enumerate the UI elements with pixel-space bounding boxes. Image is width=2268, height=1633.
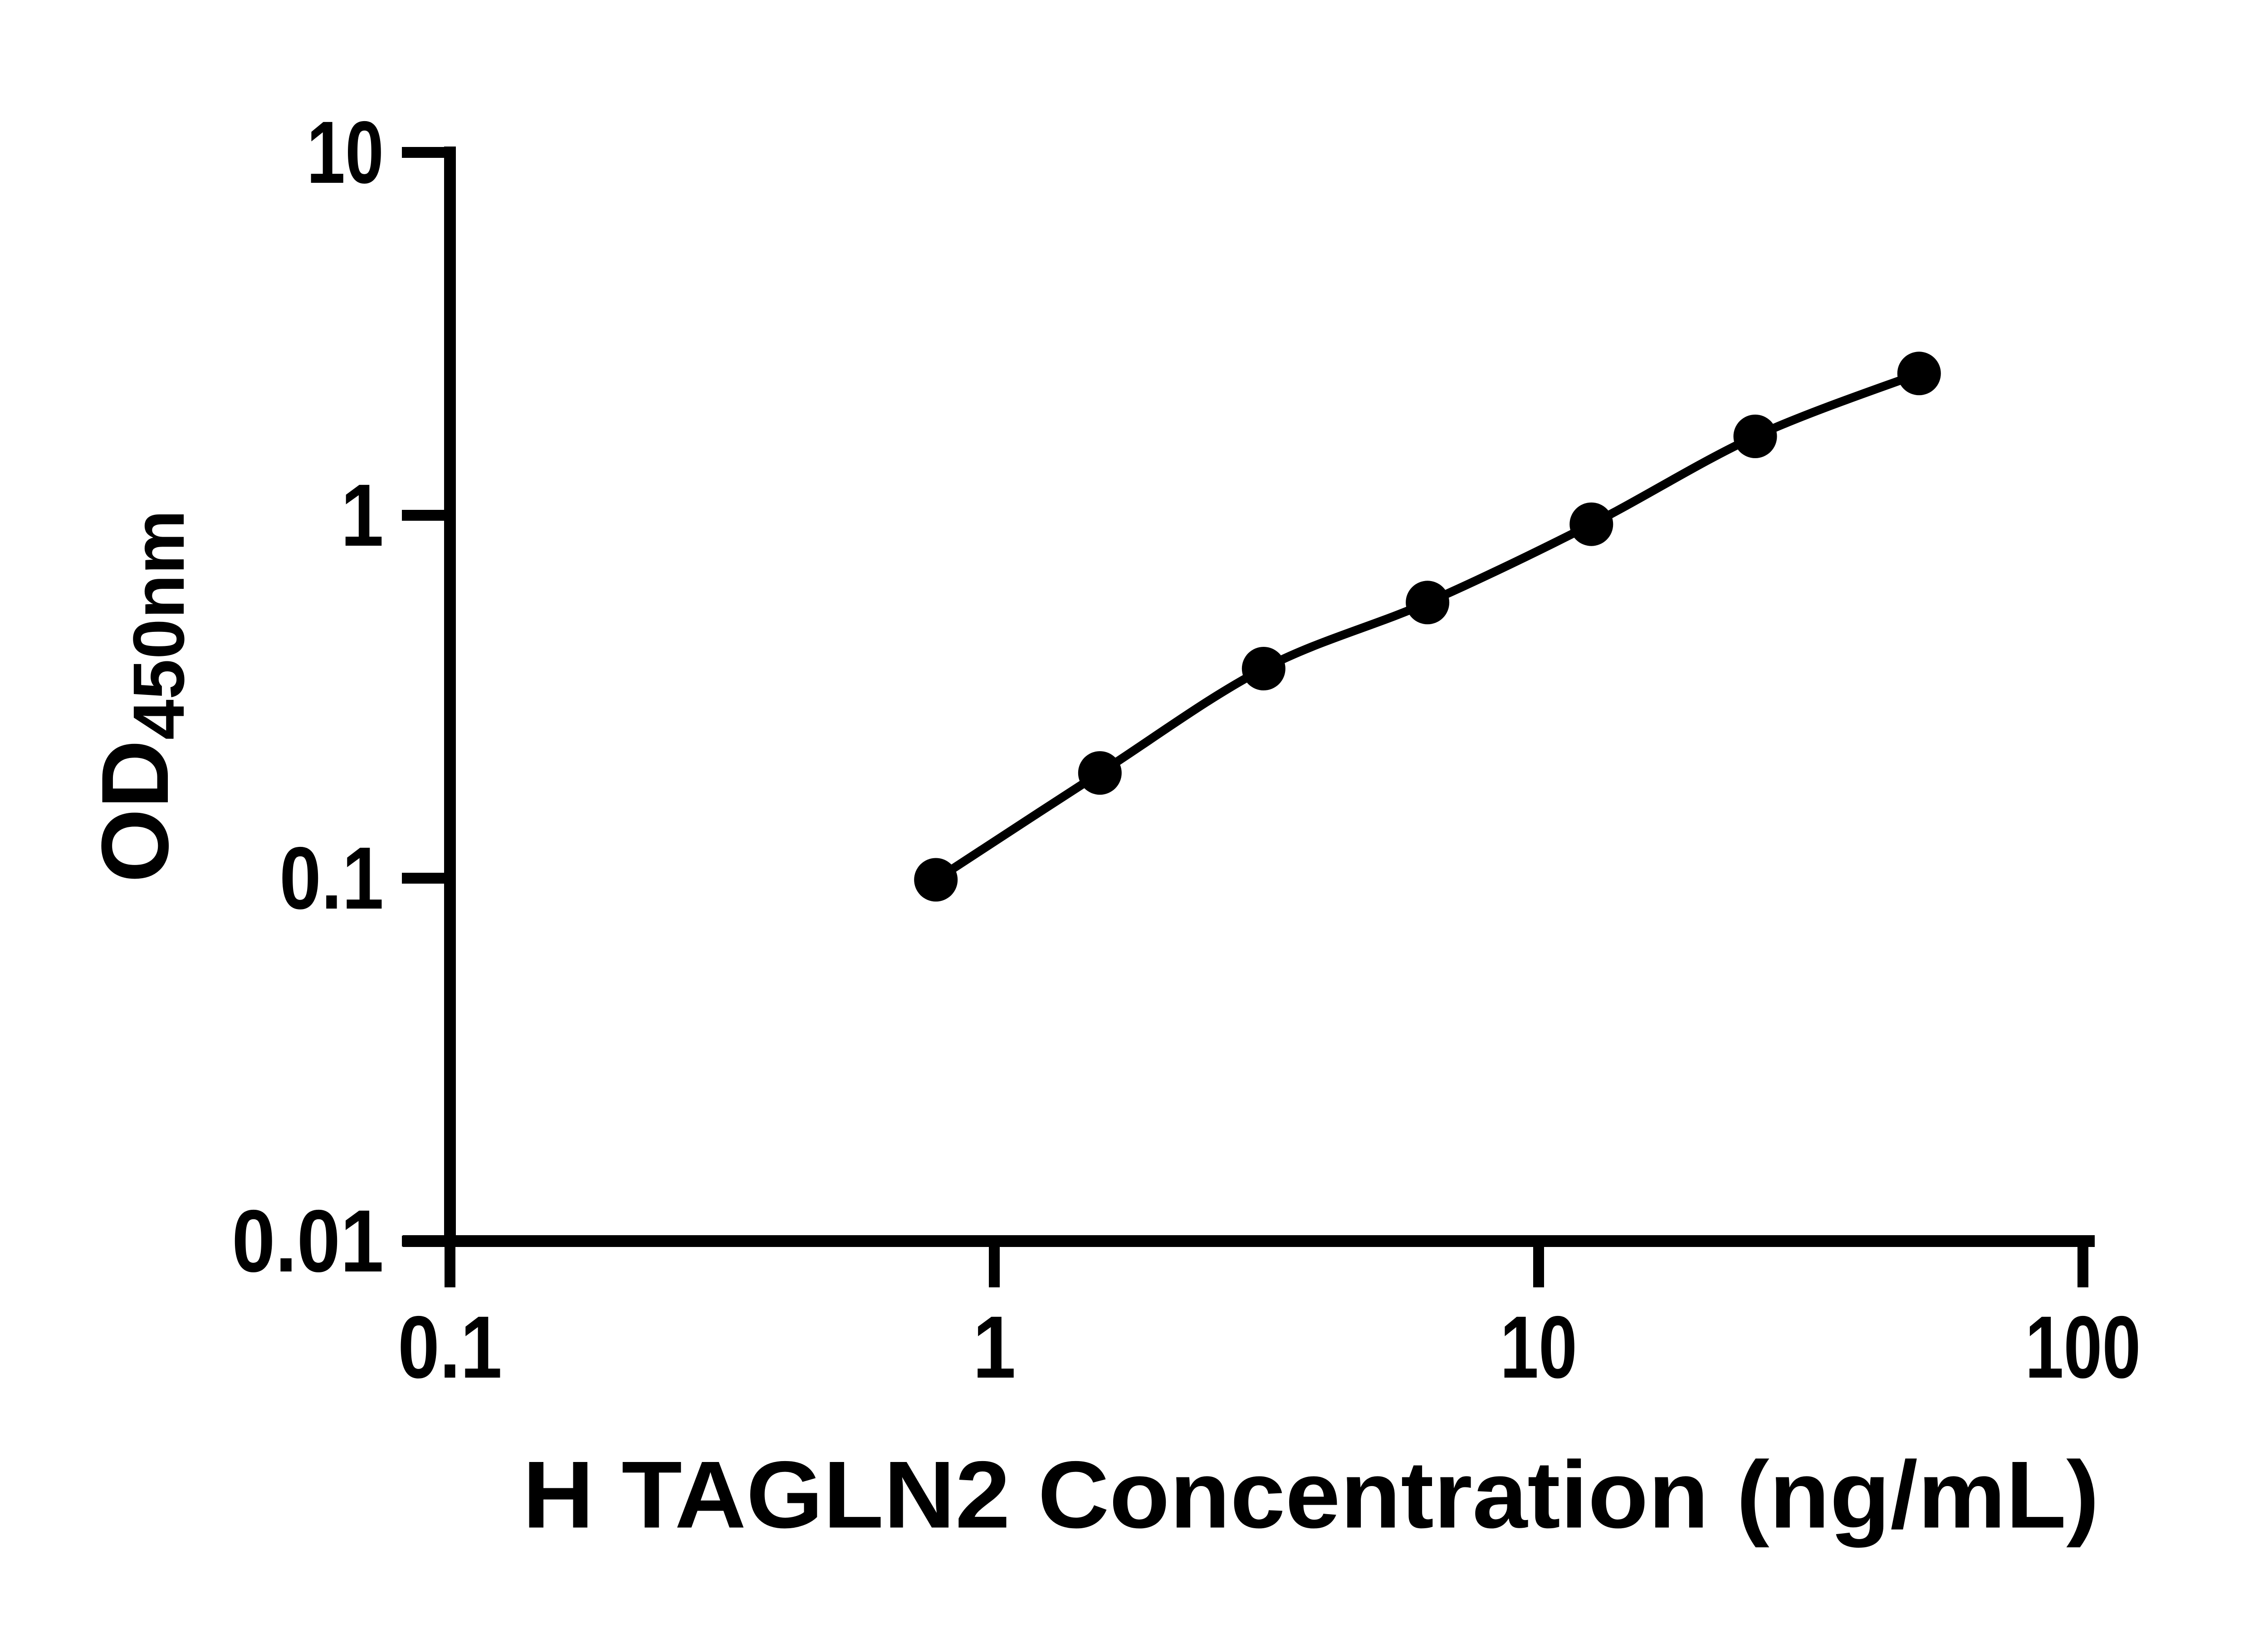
data-point	[914, 858, 958, 902]
x-axis-title: H TAGLN2 Concentration (ng/mL)	[523, 1442, 2099, 1548]
y-axis-title: OD450nm	[82, 510, 199, 883]
x-tick-label: 1	[973, 1298, 1016, 1397]
data-points	[914, 352, 1941, 902]
y-tick-label: 0.01	[232, 1192, 384, 1291]
y-axis-title-main: OD	[82, 740, 188, 883]
y-tick-label: 1	[341, 466, 384, 565]
y-axis-title-subscript: 450nm	[118, 510, 199, 740]
x-tick-label: 0.1	[398, 1298, 502, 1397]
y-tick-label: 10	[307, 103, 384, 202]
x-tick-label: 100	[2025, 1298, 2141, 1397]
x-tick-label: 10	[1500, 1298, 1577, 1397]
data-point	[1242, 647, 1286, 690]
data-point	[1078, 751, 1122, 795]
data-point	[1406, 581, 1450, 625]
data-point	[1897, 352, 1941, 396]
y-tick-label: 0.1	[279, 829, 384, 928]
data-point	[1733, 415, 1777, 458]
data-point	[1569, 502, 1613, 546]
